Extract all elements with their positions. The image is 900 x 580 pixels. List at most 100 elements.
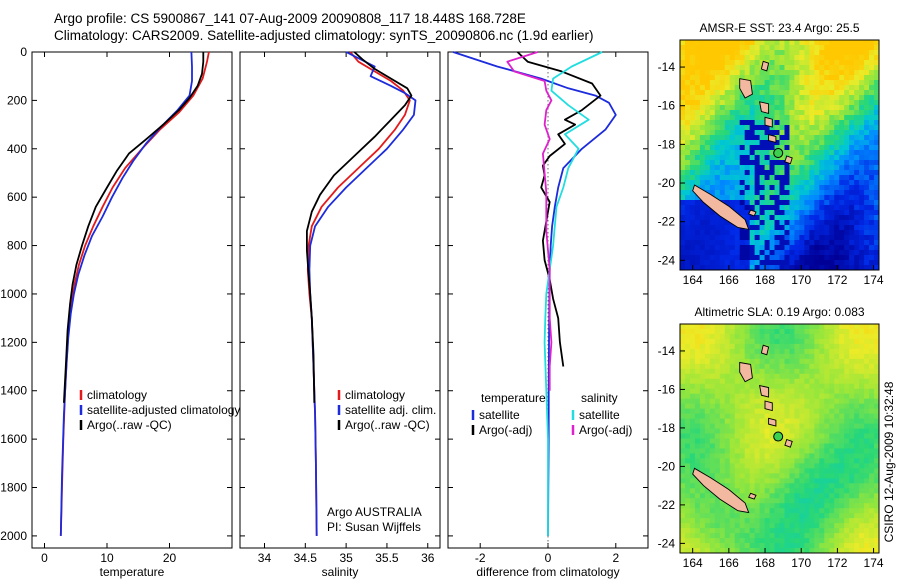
sst_map-cell bbox=[749, 235, 756, 241]
sla_map-cell bbox=[844, 324, 850, 330]
sst_map-cell bbox=[754, 220, 761, 226]
sst_map-cell bbox=[734, 85, 741, 91]
sst_map-cell bbox=[809, 135, 815, 141]
sla_map-cell bbox=[719, 518, 726, 524]
sla_map-cell bbox=[719, 533, 726, 539]
sst_map-cell bbox=[844, 210, 850, 216]
sla_map-cell bbox=[694, 433, 701, 439]
sst_map-cell bbox=[749, 260, 756, 266]
sla_map-cell bbox=[734, 388, 741, 395]
sla_map-cell bbox=[709, 533, 716, 539]
sst_map-cell bbox=[739, 230, 746, 236]
sla_map-cell bbox=[749, 328, 756, 335]
sst_map-cell bbox=[739, 180, 746, 186]
sst_map-cell bbox=[709, 175, 716, 181]
sst_map-cell bbox=[814, 215, 820, 221]
sst_map-cell bbox=[799, 180, 805, 186]
sla_map-cell bbox=[829, 548, 835, 554]
sst_map-cell bbox=[859, 165, 865, 171]
sst_map-cell bbox=[724, 115, 731, 121]
sla_map-cell bbox=[829, 443, 835, 449]
sla_map-cell bbox=[839, 443, 845, 449]
sst_map-cell bbox=[709, 185, 716, 191]
sst_map-cell bbox=[844, 115, 850, 121]
sst_map-cell bbox=[764, 215, 770, 221]
sla_map-cell bbox=[744, 463, 751, 469]
sst_map-cell bbox=[834, 175, 840, 181]
sst_map-cell bbox=[764, 100, 770, 106]
sla_map-cell bbox=[709, 343, 716, 350]
sla_map-cell bbox=[699, 493, 706, 499]
sst_map-cell bbox=[779, 120, 785, 126]
sst_map-cell bbox=[789, 115, 795, 121]
sla_map-cell bbox=[799, 378, 805, 385]
sla_map-cell bbox=[824, 388, 830, 395]
sst_map-cell bbox=[724, 260, 731, 266]
sla_map-cell bbox=[789, 528, 795, 534]
sla_map-cell bbox=[719, 478, 726, 484]
sst_map-cell bbox=[829, 55, 835, 61]
sst_map-cell bbox=[874, 70, 880, 76]
sst_map-cell bbox=[834, 135, 840, 141]
sst_map-cell bbox=[680, 145, 686, 151]
sst_map-cell bbox=[714, 245, 721, 251]
sst_map-cell bbox=[680, 55, 686, 61]
sst_map-cell bbox=[849, 105, 855, 111]
sla_map-cell bbox=[854, 388, 860, 395]
sst_map-cell bbox=[709, 165, 716, 171]
sla_map-cell bbox=[689, 513, 696, 519]
sla_map-cell bbox=[764, 478, 770, 484]
sla_map-cell bbox=[769, 413, 775, 419]
sst_map-cell bbox=[839, 245, 845, 251]
sla_map-cell bbox=[689, 413, 696, 419]
figure-title-line2: Climatology: CARS2009. Satellite-adjuste… bbox=[54, 28, 594, 43]
sla_map-cell bbox=[724, 528, 731, 534]
sla_map-cell bbox=[779, 413, 785, 419]
sla_map-cell bbox=[699, 528, 706, 534]
sla_map-cell bbox=[874, 408, 880, 415]
sst_map-cell bbox=[799, 240, 805, 246]
sst_map-cell bbox=[784, 75, 790, 81]
sla_map-cell bbox=[714, 533, 721, 539]
sst_map-cell bbox=[724, 200, 731, 206]
sla_map-cell bbox=[834, 363, 840, 370]
sla_map-cell bbox=[739, 538, 746, 544]
sst_map-cell bbox=[809, 190, 815, 196]
sla_map-cell bbox=[754, 498, 761, 504]
sla_map-cell bbox=[684, 453, 691, 459]
sst_map-cell bbox=[789, 215, 795, 221]
sst_map-cell bbox=[794, 110, 800, 116]
sst_map-cell bbox=[744, 265, 751, 271]
sla_map-panel: 164 166 168 170 172 174-14-16-18-20-22-24Alti… bbox=[658, 305, 884, 570]
sst_map-cell bbox=[714, 125, 721, 131]
sla_map-cell bbox=[824, 508, 830, 514]
sst_map-cell bbox=[814, 110, 820, 116]
sla_map-cell bbox=[809, 488, 815, 494]
sst_map-cell bbox=[779, 165, 785, 171]
sla_map-cell bbox=[839, 433, 845, 439]
salinity-panel: 34 34.5 35 35.5 36salinityclimatologysatelli… bbox=[239, 51, 441, 579]
sst_map-cell bbox=[789, 205, 795, 211]
sla_map-cell bbox=[874, 498, 880, 504]
sst_map-cell bbox=[849, 90, 855, 96]
sst_map-cell bbox=[769, 130, 775, 136]
sst_map-cell bbox=[834, 225, 840, 231]
sst_map-cell bbox=[764, 45, 770, 51]
sst_map-cell bbox=[704, 170, 711, 176]
sst_map-cell bbox=[874, 200, 880, 206]
sst_map-cell bbox=[834, 115, 840, 121]
sst_map-cell bbox=[680, 90, 686, 96]
sst_map-cell bbox=[749, 65, 756, 71]
sla_map-cell bbox=[784, 324, 790, 330]
sla_map-cell bbox=[739, 443, 746, 449]
sst_map-cell bbox=[759, 250, 765, 256]
sst_map-cell bbox=[694, 165, 701, 171]
sst_map-cell bbox=[834, 50, 840, 56]
sst_map-cell bbox=[804, 150, 810, 156]
sla_map-cell bbox=[869, 328, 875, 335]
sst_map-cell bbox=[719, 220, 726, 226]
sla_map-cell bbox=[809, 518, 815, 524]
sla_map-cell bbox=[779, 493, 785, 499]
sla_map-cell bbox=[809, 508, 815, 514]
sla_map-cell bbox=[829, 373, 835, 380]
